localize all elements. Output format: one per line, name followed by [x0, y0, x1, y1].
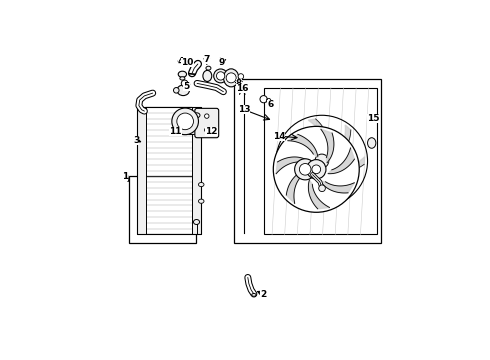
Circle shape: [318, 185, 325, 192]
Polygon shape: [308, 180, 329, 209]
Text: 11: 11: [170, 127, 182, 136]
Ellipse shape: [203, 70, 212, 81]
Bar: [129, 176, 196, 243]
Circle shape: [181, 80, 188, 87]
Circle shape: [294, 159, 316, 180]
Ellipse shape: [177, 85, 190, 96]
Circle shape: [312, 165, 320, 174]
Bar: [264, 87, 377, 234]
Polygon shape: [321, 129, 334, 163]
Circle shape: [204, 128, 209, 132]
Bar: [178, 126, 196, 134]
Circle shape: [177, 113, 194, 130]
Text: 15: 15: [367, 113, 379, 122]
Text: 6: 6: [268, 100, 273, 109]
Polygon shape: [306, 165, 317, 204]
Bar: [138, 107, 146, 234]
Polygon shape: [308, 119, 328, 155]
Ellipse shape: [180, 77, 185, 80]
Text: 1: 1: [122, 172, 128, 181]
Text: 12: 12: [205, 127, 218, 136]
Circle shape: [238, 74, 244, 79]
Circle shape: [315, 154, 329, 168]
Text: 8: 8: [236, 79, 242, 88]
Ellipse shape: [178, 71, 187, 77]
Bar: [235, 79, 381, 243]
Polygon shape: [276, 157, 307, 174]
Circle shape: [214, 69, 227, 83]
Text: 16: 16: [236, 85, 248, 94]
Bar: [192, 107, 201, 234]
Ellipse shape: [206, 66, 211, 70]
Polygon shape: [329, 125, 351, 161]
Ellipse shape: [252, 293, 256, 296]
Bar: [138, 107, 201, 234]
Circle shape: [226, 73, 236, 83]
Ellipse shape: [198, 183, 204, 186]
Circle shape: [217, 72, 225, 80]
Circle shape: [273, 126, 359, 212]
Text: 14: 14: [272, 131, 285, 140]
Circle shape: [260, 96, 267, 103]
Polygon shape: [281, 139, 319, 154]
Text: 5: 5: [183, 82, 190, 91]
Polygon shape: [321, 168, 352, 196]
Text: 4: 4: [178, 57, 184, 66]
Polygon shape: [282, 158, 316, 183]
Circle shape: [299, 163, 311, 175]
Polygon shape: [288, 134, 318, 157]
Text: 7: 7: [203, 55, 210, 64]
Ellipse shape: [193, 113, 200, 118]
Polygon shape: [286, 171, 304, 203]
Polygon shape: [328, 148, 354, 174]
Text: 10: 10: [181, 58, 194, 67]
Polygon shape: [327, 157, 365, 172]
Ellipse shape: [223, 69, 239, 87]
Text: 9: 9: [219, 58, 225, 67]
Ellipse shape: [368, 138, 376, 148]
Circle shape: [307, 159, 326, 179]
Polygon shape: [320, 181, 354, 193]
FancyBboxPatch shape: [195, 108, 219, 138]
Circle shape: [267, 98, 271, 103]
Ellipse shape: [194, 220, 199, 225]
Circle shape: [204, 114, 209, 118]
Circle shape: [172, 108, 198, 135]
Ellipse shape: [198, 199, 204, 203]
Text: 13: 13: [238, 105, 250, 114]
Circle shape: [173, 87, 179, 93]
Text: 3: 3: [133, 136, 139, 145]
Text: 2: 2: [261, 289, 267, 298]
